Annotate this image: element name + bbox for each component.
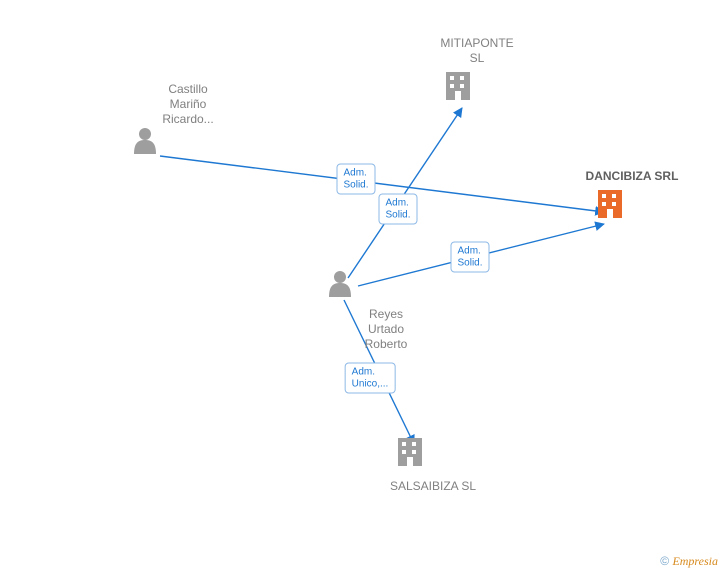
edge-label-e4: Adm. Unico,... (345, 363, 396, 394)
person-icon-castillo[interactable] (134, 128, 156, 154)
edge-label-e3: Adm. Solid. (450, 242, 489, 273)
edge-label-e1: Adm. Solid. (336, 164, 375, 195)
edge-label-e2: Adm. Solid. (378, 194, 417, 225)
node-label-salsaibiza[interactable]: SALSAIBIZA SL (378, 479, 488, 494)
node-label-mitiaponte[interactable]: MITIAPONTE SL (432, 36, 522, 66)
node-label-dancibiza[interactable]: DANCIBIZA SRL (572, 169, 692, 184)
building-icon-dancibiza[interactable] (598, 190, 622, 218)
node-label-castillo[interactable]: Castillo Mariño Ricardo... (156, 82, 220, 127)
building-icon-salsaibiza[interactable] (398, 438, 422, 466)
node-label-reyes[interactable]: Reyes Urtado Roberto (356, 307, 416, 352)
network-diagram: Castillo Mariño Ricardo... Reyes Urtado R… (0, 0, 728, 575)
copyright-symbol: © (660, 554, 669, 568)
building-icon-mitiaponte[interactable] (446, 72, 470, 100)
copyright: © Empresia (660, 554, 718, 569)
edges-layer (0, 0, 728, 575)
person-icon-reyes[interactable] (329, 271, 351, 297)
brand-name: Empresia (672, 554, 718, 568)
